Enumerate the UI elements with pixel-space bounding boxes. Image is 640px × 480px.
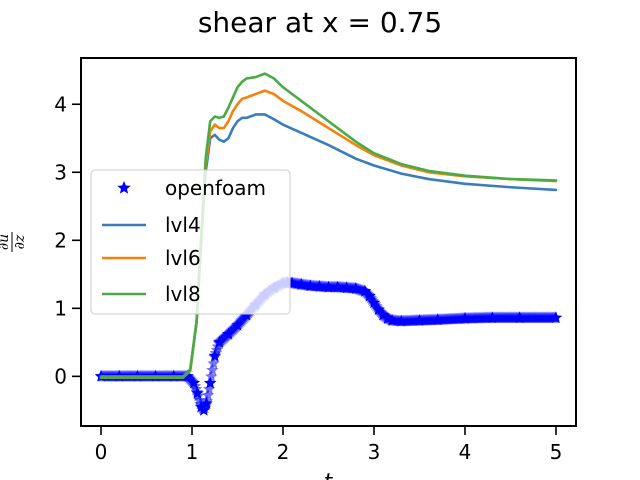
legend-label-openfoam: openfoam bbox=[165, 176, 266, 200]
data-point-openfoam bbox=[204, 376, 217, 389]
y-tick-label: 1 bbox=[54, 296, 67, 320]
y-axis-label-denominator: ∂z bbox=[12, 234, 28, 249]
data-point-openfoam bbox=[549, 311, 562, 324]
data-point-openfoam bbox=[200, 395, 214, 407]
legend-entry-openfoam: openfoam bbox=[117, 176, 266, 200]
data-point-openfoam bbox=[202, 382, 216, 395]
axes-frame bbox=[80, 57, 577, 427]
data-point-openfoam bbox=[206, 363, 219, 376]
x-tick-label: 1 bbox=[186, 440, 199, 464]
legend-box bbox=[90, 169, 291, 315]
y-tick-label: 0 bbox=[54, 364, 67, 388]
legend-label-lvl6: lvl6 bbox=[165, 246, 201, 270]
legend-swatch-openfoam bbox=[117, 181, 131, 194]
plot-area bbox=[94, 72, 563, 416]
x-tick-label: 5 bbox=[550, 440, 563, 464]
legend-entry-lvl8: lvl8 bbox=[102, 282, 201, 306]
x-tick-label: 3 bbox=[368, 440, 381, 464]
x-axis-label: t bbox=[324, 470, 334, 480]
data-point-openfoam bbox=[207, 357, 220, 369]
legend-entry-lvl6: lvl6 bbox=[102, 246, 201, 270]
data-point-openfoam bbox=[205, 370, 218, 382]
chart-title: shear at x = 0.75 bbox=[198, 6, 442, 39]
x-tick-label: 0 bbox=[95, 440, 108, 464]
legend: openfoam lvl4 lvl6 lvl8 bbox=[90, 169, 291, 315]
x-tick-label: 4 bbox=[459, 440, 472, 464]
y-tick-label: 4 bbox=[54, 92, 67, 116]
legend-label-lvl4: lvl4 bbox=[165, 213, 201, 237]
y-axis-label: ∂u ∂z bbox=[0, 232, 28, 252]
y-axis-label-numerator: ∂u bbox=[0, 234, 12, 250]
data-point-openfoam bbox=[201, 388, 215, 401]
y-tick-label: 3 bbox=[54, 160, 67, 184]
y-tick-label: 2 bbox=[54, 228, 67, 252]
x-tick-label: 2 bbox=[277, 440, 290, 464]
legend-entry-lvl4: lvl4 bbox=[102, 213, 201, 237]
legend-label-lvl8: lvl8 bbox=[165, 282, 201, 306]
axis-ticks: 0 1 2 3 4 5 0 1 2 3 4 bbox=[54, 92, 562, 464]
